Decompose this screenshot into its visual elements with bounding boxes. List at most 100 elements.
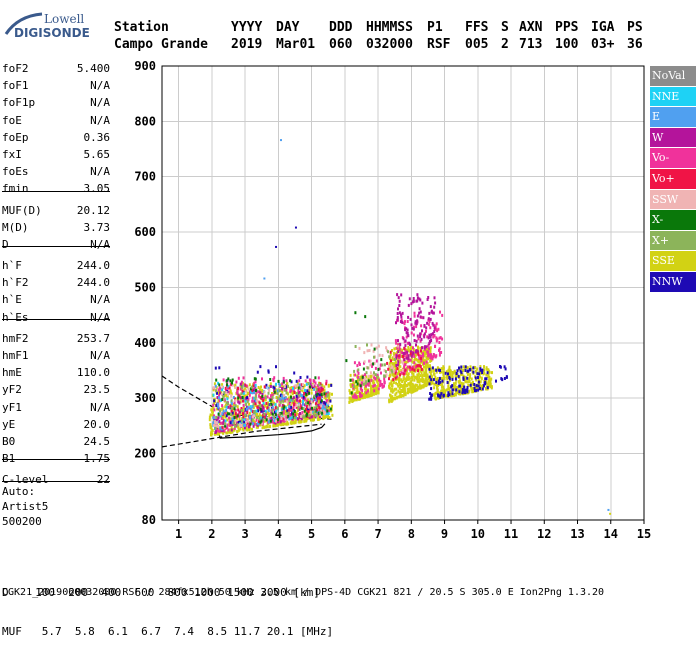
echo-point	[317, 411, 320, 415]
echo-point	[269, 398, 272, 402]
param-divider	[2, 191, 110, 192]
echo-point	[214, 431, 217, 434]
echo-point	[323, 401, 326, 405]
echo-point	[437, 383, 439, 387]
echo-point	[283, 393, 286, 397]
x-tick-label: 12	[537, 527, 551, 541]
echo-point	[287, 409, 290, 413]
echo-point	[428, 370, 431, 374]
x-tick-label: 3	[241, 527, 248, 541]
echo-point	[441, 379, 444, 383]
echo-point	[406, 365, 409, 369]
echo-point	[228, 412, 231, 416]
echo-point	[369, 387, 372, 391]
echo-point	[282, 376, 285, 380]
echo-point	[398, 386, 401, 390]
echo-point	[394, 393, 397, 397]
echo-point	[439, 395, 442, 399]
echo-point	[484, 382, 487, 386]
echo-point	[292, 420, 295, 424]
echo-point	[413, 358, 416, 362]
legend-item-nnw: NNW	[650, 271, 696, 292]
echo-point	[423, 332, 426, 336]
echo-point	[487, 380, 490, 384]
echo-point	[218, 386, 221, 390]
echo-point	[362, 367, 365, 371]
electron-density-profile	[217, 423, 326, 439]
echo-point	[420, 354, 422, 358]
echo-point	[222, 378, 225, 382]
echo-point	[300, 386, 303, 390]
echo-point	[231, 378, 234, 382]
echo-point	[303, 419, 306, 423]
echo-point	[463, 388, 466, 392]
echo-point	[420, 359, 423, 363]
echo-point	[231, 411, 234, 415]
echo-outlier	[263, 277, 266, 280]
echo-point	[404, 392, 407, 396]
echo-point	[399, 392, 402, 395]
echo-point	[318, 406, 321, 410]
echo-point	[223, 429, 226, 433]
echo-point	[275, 409, 278, 413]
echo-point	[399, 383, 401, 387]
echo-point	[413, 314, 416, 318]
echo-point	[364, 373, 367, 377]
echo-point	[415, 299, 418, 303]
echo-point	[375, 346, 378, 350]
echo-point	[422, 333, 425, 337]
echo-point	[359, 397, 362, 401]
echo-point	[405, 360, 408, 364]
echo-point	[407, 334, 410, 338]
echo-point	[287, 396, 290, 400]
echo-point	[367, 374, 370, 378]
echo-point	[366, 382, 369, 386]
echo-point	[426, 364, 429, 368]
echo-point	[388, 377, 390, 381]
echo-point	[320, 399, 323, 403]
echo-point	[276, 399, 279, 403]
echo-point	[253, 411, 256, 414]
echo-point	[238, 395, 241, 398]
echo-point	[282, 380, 285, 384]
echo-point	[226, 431, 229, 435]
echo-point	[438, 391, 441, 395]
echo-point	[210, 408, 213, 412]
echo-point	[429, 326, 432, 330]
echo-point	[460, 372, 462, 376]
plot-frame	[161, 65, 645, 521]
echo-point	[420, 371, 423, 375]
echo-point	[229, 421, 232, 425]
param-value: N/A	[90, 400, 110, 414]
echo-point	[217, 398, 220, 402]
echo-point	[282, 399, 285, 403]
echo-point	[316, 405, 319, 409]
echo-point	[351, 383, 354, 387]
echo-point	[409, 385, 412, 389]
echo-point	[324, 402, 327, 406]
echo-point	[399, 365, 402, 369]
echo-point	[315, 404, 318, 408]
echo-point	[419, 339, 422, 343]
echo-point	[370, 343, 373, 347]
echo-point	[317, 376, 320, 380]
echo-point	[261, 377, 263, 381]
echo-point	[399, 385, 402, 388]
echo-point	[434, 375, 437, 379]
echo-point	[440, 390, 443, 394]
echo-point	[248, 383, 251, 387]
echo-point	[361, 392, 364, 396]
echo-point	[236, 414, 239, 418]
echo-point	[428, 333, 431, 337]
series-x	[215, 311, 383, 428]
header-label-p1: P1	[427, 20, 443, 35]
param-row-hmf1: hmF1 N/A	[2, 347, 110, 364]
echo-point	[407, 347, 410, 351]
echo-point	[402, 337, 405, 341]
echo-point	[359, 394, 362, 398]
param-row-md: M(D) 3.73	[2, 219, 110, 236]
echo-point	[280, 411, 283, 415]
echo-point	[256, 399, 259, 403]
echo-point	[472, 370, 475, 374]
echo-point	[253, 412, 256, 416]
